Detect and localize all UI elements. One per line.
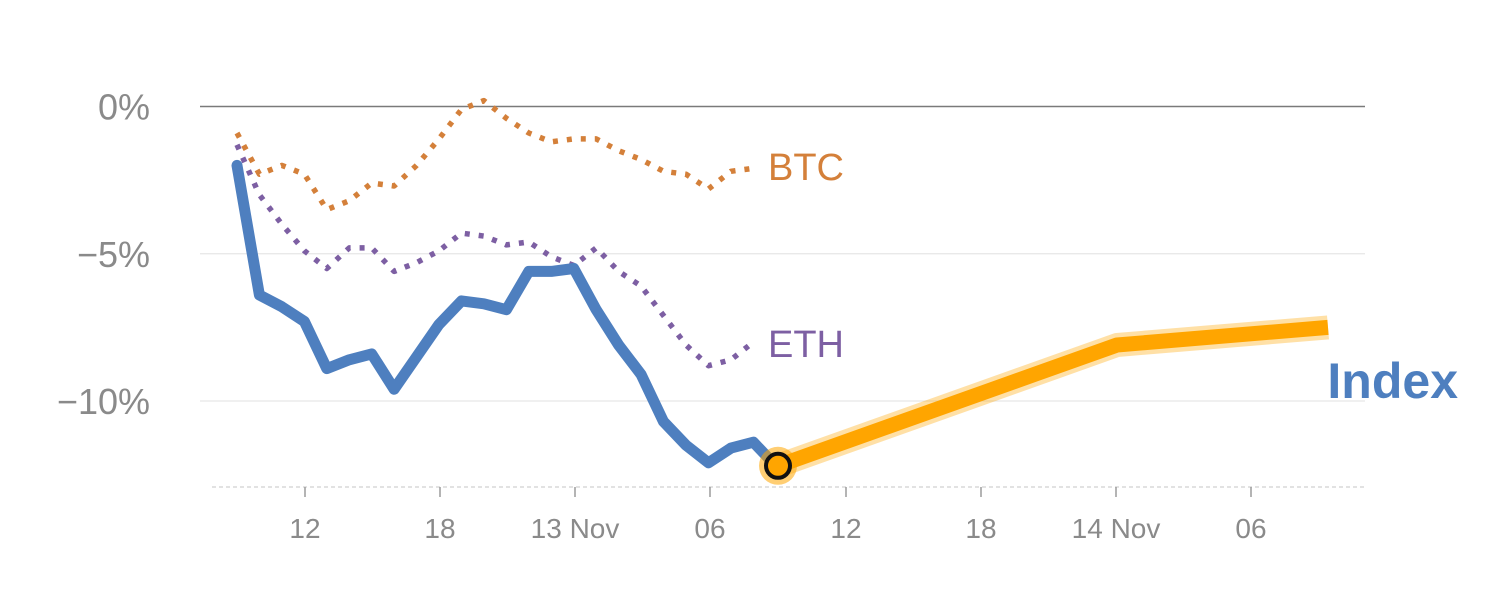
series-label-eth: ETH xyxy=(768,324,844,366)
current-point-marker xyxy=(759,446,797,485)
x-tick-label-0: 12 xyxy=(289,513,320,544)
grid-lines xyxy=(200,105,1365,402)
x-tick-label-5: 18 xyxy=(965,513,996,544)
x-tick-label-7: 06 xyxy=(1235,513,1266,544)
series-labels: BTC ETH Index xyxy=(768,147,1458,409)
series-line-index xyxy=(231,159,782,472)
series-line-btc xyxy=(234,97,754,213)
y-tick-label-0: 0% xyxy=(98,87,150,128)
series-label-index: Index xyxy=(1327,353,1458,409)
x-tick-label-3: 06 xyxy=(694,513,725,544)
x-axis-ticks: 12 18 13 Nov 06 12 18 14 Nov 06 xyxy=(289,487,1267,544)
y-axis-ticks: 0% −5% −10% xyxy=(57,87,150,423)
marker-dot xyxy=(764,451,792,480)
x-tick-label-1: 18 xyxy=(424,513,455,544)
index-projection-line xyxy=(775,319,1329,473)
series-lines xyxy=(231,97,1329,478)
x-tick-label-6: 14 Nov xyxy=(1072,513,1161,544)
x-tick-label-4: 12 xyxy=(830,513,861,544)
y-tick-label-2: −10% xyxy=(57,381,150,422)
index-projection-glow xyxy=(773,315,1329,478)
x-tick-label-2: 13 Nov xyxy=(531,513,620,544)
y-tick-label-1: −5% xyxy=(77,234,150,275)
series-line-eth xyxy=(234,143,756,369)
series-label-btc: BTC xyxy=(768,147,844,189)
